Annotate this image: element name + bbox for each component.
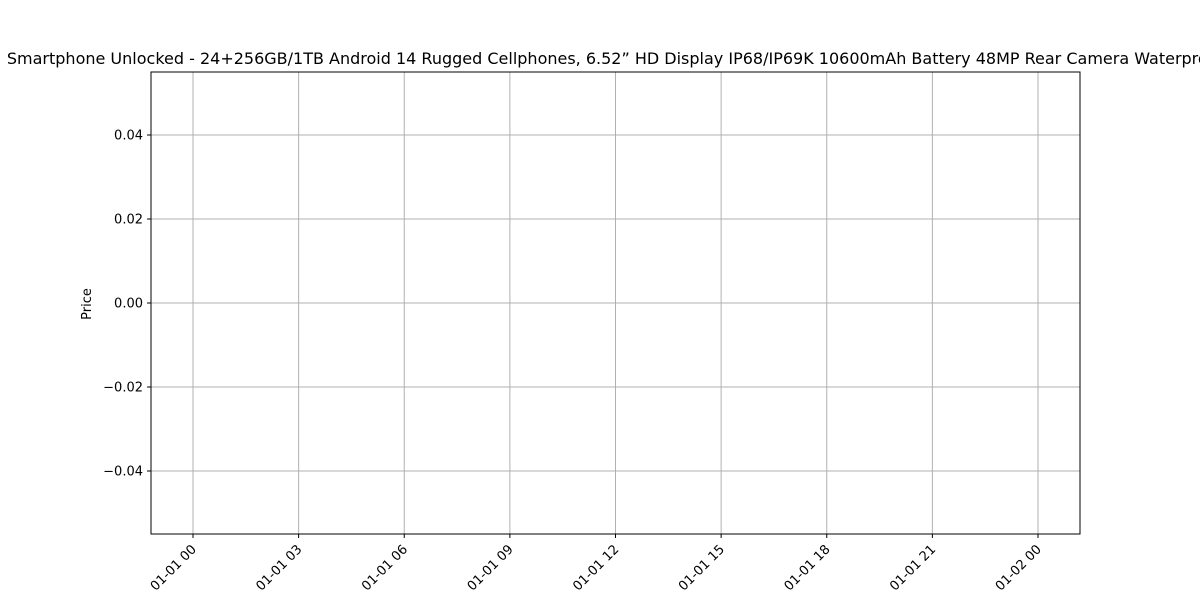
grid-lines bbox=[151, 72, 1080, 534]
y-tick-label: 0.02 bbox=[114, 213, 143, 228]
y-tick-label: 0.04 bbox=[114, 129, 143, 144]
y-axis-label: Price bbox=[80, 288, 95, 320]
y-tick-label: −0.04 bbox=[103, 465, 143, 480]
y-tick-label: −0.02 bbox=[103, 381, 143, 396]
y-tick-label: 0.00 bbox=[114, 297, 143, 312]
chart-title: Smartphone Unlocked - 24+256GB/1TB Andro… bbox=[7, 49, 1200, 68]
